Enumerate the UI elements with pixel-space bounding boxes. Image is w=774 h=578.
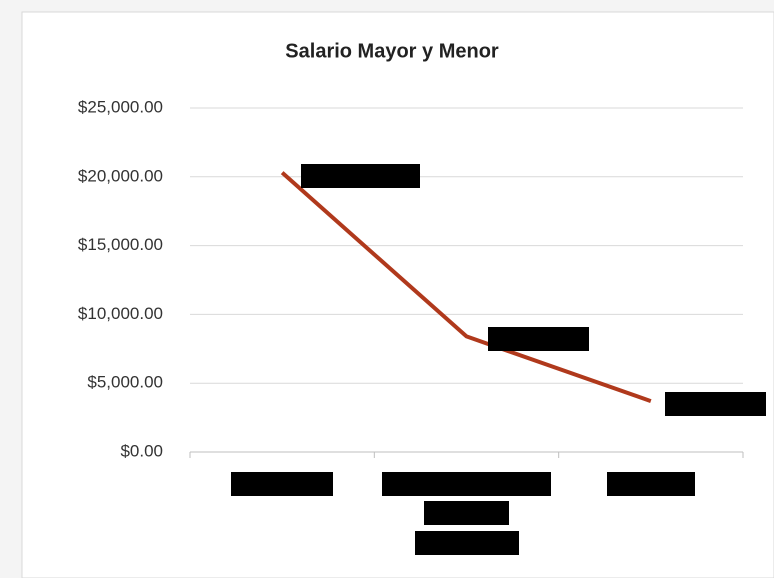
redacted: [424, 501, 509, 525]
redacted: [301, 164, 420, 188]
redacted: [488, 327, 589, 351]
y-tick-label: $20,000.00: [78, 166, 163, 185]
redacted: [607, 472, 695, 496]
chart-title: Salario Mayor y Menor: [285, 40, 499, 62]
redacted: [415, 531, 519, 555]
redacted: [382, 472, 551, 496]
y-tick-label: $5,000.00: [87, 373, 163, 392]
y-tick-label: $10,000.00: [78, 304, 163, 323]
line: [280, 171, 652, 403]
y-tick-label: $15,000.00: [78, 235, 163, 254]
redacted: [231, 472, 333, 496]
redacted: [665, 392, 766, 416]
y-tick-label: $0.00: [120, 441, 163, 460]
redactions: [231, 164, 766, 555]
y-tick-label: $25,000.00: [78, 97, 163, 116]
plot: $0.00 $5,000.00 $10,000.00 $15,000.00 $20,00…: [78, 97, 744, 460]
